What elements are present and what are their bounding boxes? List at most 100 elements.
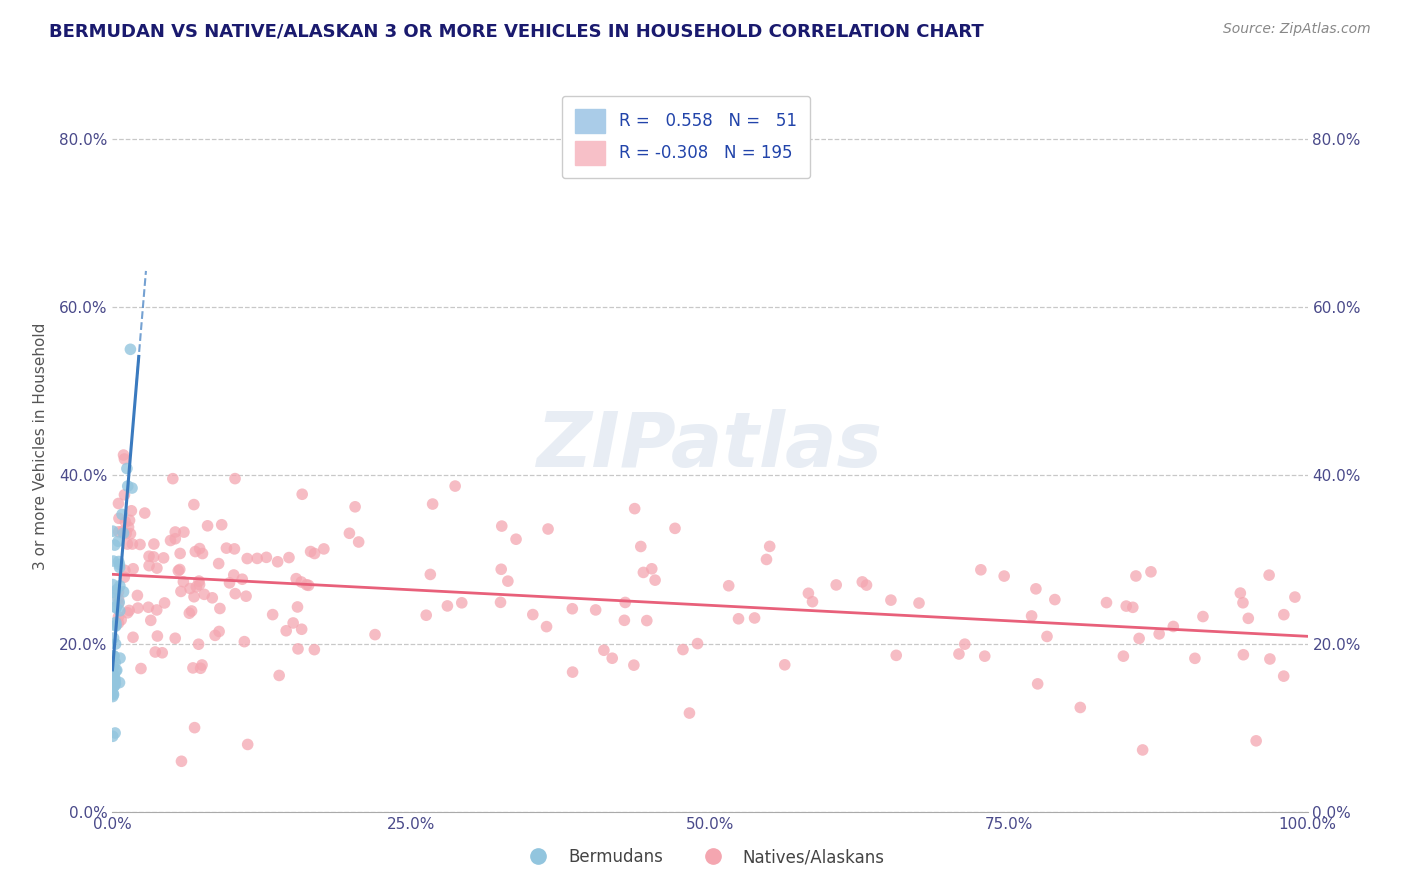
Point: [224, 587, 246, 601]
Point: [291, 622, 314, 636]
Point: [208, 601, 231, 615]
Point: [1125, 569, 1147, 583]
Point: [1026, 677, 1049, 691]
Point: [107, 591, 129, 606]
Point: [122, 630, 145, 644]
Point: [505, 533, 527, 547]
Point: [120, 504, 142, 518]
Point: [104, 600, 127, 615]
Point: [107, 610, 129, 624]
Legend: R =   0.558   N =   51, R = -0.308   N = 195: R = 0.558 N = 51, R = -0.308 N = 195: [562, 96, 810, 178]
Point: [1272, 669, 1295, 683]
Point: [101, 690, 124, 704]
Point: [1258, 652, 1281, 666]
Point: [644, 573, 666, 587]
Point: [115, 526, 138, 541]
Point: [101, 577, 124, 591]
Point: [104, 673, 127, 688]
Point: [107, 534, 129, 549]
Point: [193, 587, 215, 601]
Point: [104, 538, 127, 552]
Point: [344, 500, 367, 514]
Point: [107, 616, 129, 631]
Point: [101, 591, 124, 605]
Text: Source: ZipAtlas.com: Source: ZipAtlas.com: [1223, 22, 1371, 37]
Point: [281, 615, 304, 630]
Point: [108, 560, 131, 574]
Point: [107, 496, 129, 510]
Point: [120, 343, 142, 357]
Point: [129, 661, 152, 675]
Point: [129, 537, 152, 551]
Point: [825, 578, 848, 592]
Point: [1112, 649, 1135, 664]
Point: [1043, 592, 1066, 607]
Point: [246, 551, 269, 566]
Point: [678, 706, 700, 720]
Point: [496, 574, 519, 588]
Point: [134, 506, 156, 520]
Legend: Bermudans, Natives/Alaskans: Bermudans, Natives/Alaskans: [515, 842, 891, 873]
Point: [755, 552, 778, 566]
Point: [304, 642, 326, 657]
Point: [186, 580, 208, 594]
Point: [143, 645, 166, 659]
Point: [114, 452, 136, 467]
Point: [908, 596, 931, 610]
Point: [152, 550, 174, 565]
Point: [491, 519, 513, 533]
Point: [165, 632, 187, 646]
Point: [287, 641, 309, 656]
Point: [287, 599, 309, 614]
Point: [111, 524, 134, 539]
Point: [103, 680, 125, 694]
Point: [101, 676, 124, 690]
Point: [190, 661, 212, 675]
Point: [117, 479, 139, 493]
Point: [855, 578, 877, 592]
Point: [312, 541, 335, 556]
Point: [299, 544, 322, 558]
Point: [1184, 651, 1206, 665]
Point: [146, 561, 169, 575]
Point: [173, 525, 195, 540]
Point: [1258, 568, 1281, 582]
Point: [773, 657, 796, 672]
Point: [101, 667, 124, 681]
Point: [636, 614, 658, 628]
Point: [444, 479, 467, 493]
Point: [218, 575, 240, 590]
Point: [184, 544, 207, 558]
Y-axis label: 3 or more Vehicles in Household: 3 or more Vehicles in Household: [32, 322, 48, 570]
Point: [107, 585, 129, 599]
Point: [1272, 607, 1295, 622]
Point: [172, 574, 194, 589]
Point: [122, 562, 145, 576]
Point: [1244, 734, 1267, 748]
Point: [1128, 632, 1150, 646]
Point: [180, 604, 202, 618]
Point: [142, 537, 165, 551]
Point: [142, 549, 165, 564]
Point: [138, 600, 160, 615]
Point: [727, 612, 749, 626]
Point: [1232, 596, 1254, 610]
Point: [170, 754, 193, 768]
Point: [105, 582, 128, 597]
Point: [295, 578, 318, 592]
Point: [204, 628, 226, 642]
Point: [115, 461, 138, 475]
Point: [285, 572, 308, 586]
Point: [187, 637, 209, 651]
Point: [1036, 630, 1059, 644]
Point: [112, 570, 135, 584]
Point: [536, 619, 558, 633]
Point: [139, 613, 162, 627]
Point: [1237, 611, 1260, 625]
Point: [436, 599, 458, 613]
Point: [167, 564, 190, 578]
Point: [107, 524, 129, 539]
Point: [165, 524, 187, 539]
Point: [450, 596, 472, 610]
Point: [235, 589, 257, 603]
